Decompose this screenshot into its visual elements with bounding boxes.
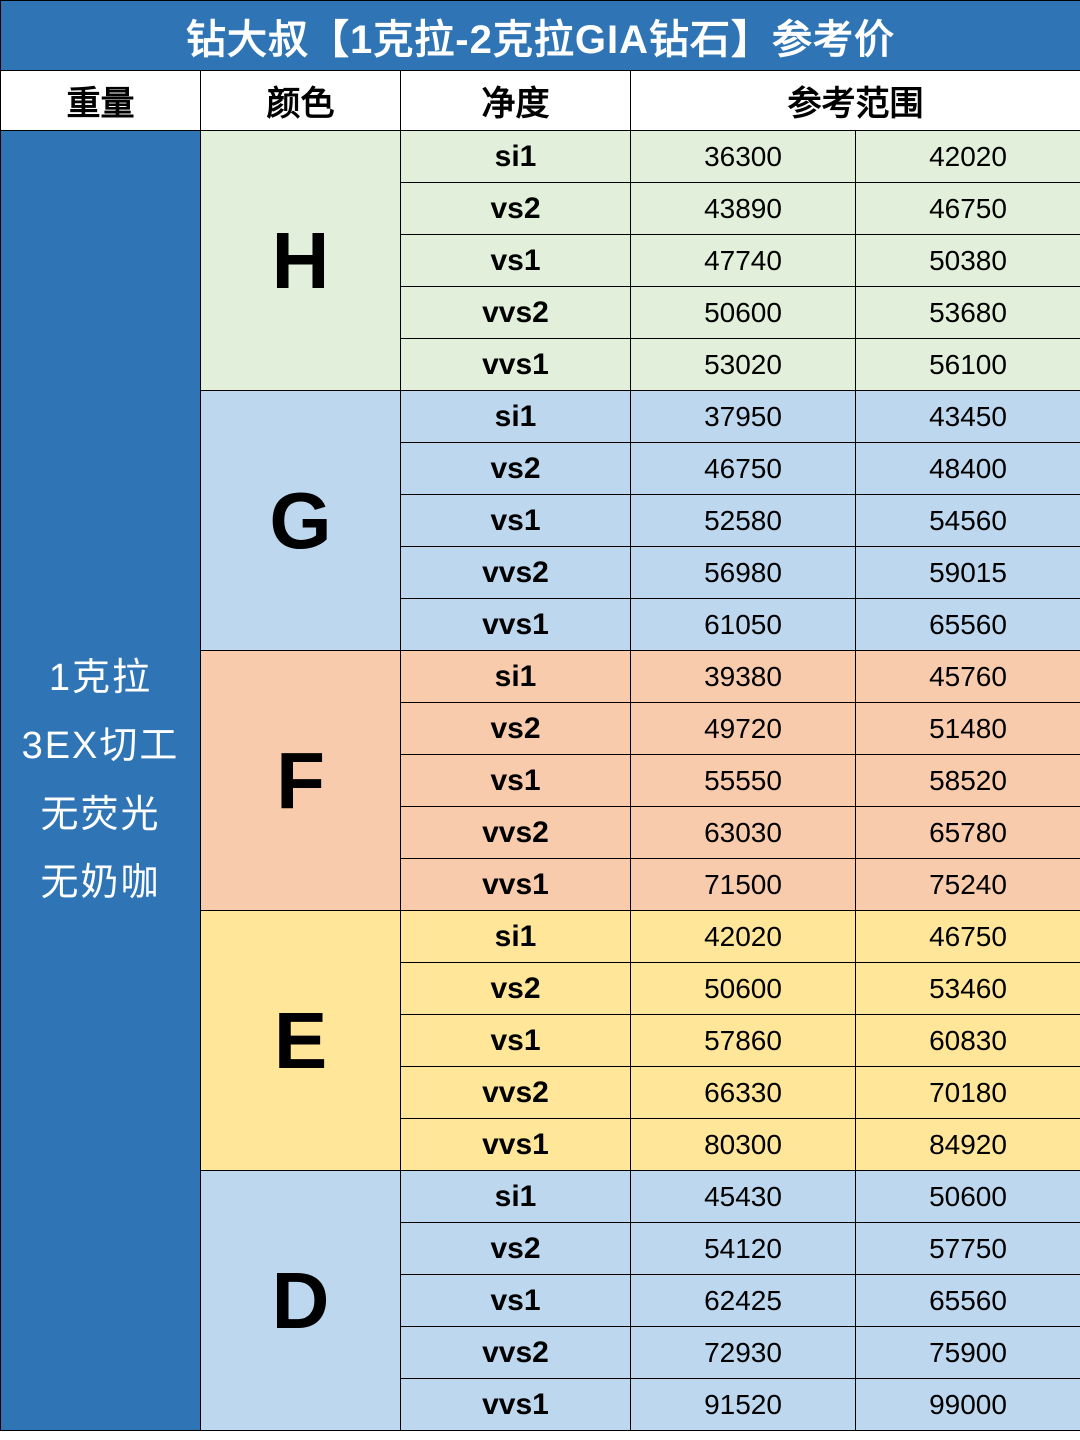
clarity-cell: si1 <box>401 911 631 963</box>
price-high: 70180 <box>856 1067 1080 1119</box>
clarity-cell: vs2 <box>401 963 631 1015</box>
clarity-cell: vs2 <box>401 183 631 235</box>
price-high: 53680 <box>856 287 1080 339</box>
price-high: 75240 <box>856 859 1080 911</box>
price-low: 53020 <box>631 339 856 391</box>
price-high: 43450 <box>856 391 1080 443</box>
price-high: 84920 <box>856 1119 1080 1171</box>
clarity-cell: vs1 <box>401 235 631 287</box>
clarity-cell: si1 <box>401 131 631 183</box>
price-high: 75900 <box>856 1327 1080 1379</box>
price-high: 99000 <box>856 1379 1080 1431</box>
clarity-cell: vvs1 <box>401 1119 631 1171</box>
price-low: 62425 <box>631 1275 856 1327</box>
price-high: 54560 <box>856 495 1080 547</box>
price-high: 42020 <box>856 131 1080 183</box>
price-low: 36300 <box>631 131 856 183</box>
price-high: 57750 <box>856 1223 1080 1275</box>
price-low: 56980 <box>631 547 856 599</box>
price-low: 39380 <box>631 651 856 703</box>
clarity-cell: vs1 <box>401 1275 631 1327</box>
price-low: 43890 <box>631 183 856 235</box>
price-low: 50600 <box>631 287 856 339</box>
clarity-cell: vvs2 <box>401 547 631 599</box>
price-high: 65780 <box>856 807 1080 859</box>
price-low: 91520 <box>631 1379 856 1431</box>
color-letter-F: F <box>201 651 401 911</box>
clarity-cell: vvs1 <box>401 599 631 651</box>
price-low: 45430 <box>631 1171 856 1223</box>
header-weight: 重量 <box>1 71 201 131</box>
price-low: 42020 <box>631 911 856 963</box>
price-low: 54120 <box>631 1223 856 1275</box>
clarity-cell: si1 <box>401 391 631 443</box>
clarity-cell: si1 <box>401 651 631 703</box>
price-low: 71500 <box>631 859 856 911</box>
clarity-cell: vvs2 <box>401 287 631 339</box>
price-high: 53460 <box>856 963 1080 1015</box>
clarity-cell: vvs2 <box>401 1067 631 1119</box>
price-low: 37950 <box>631 391 856 443</box>
clarity-cell: vvs1 <box>401 339 631 391</box>
clarity-cell: vs1 <box>401 755 631 807</box>
clarity-cell: vvs2 <box>401 807 631 859</box>
price-low: 80300 <box>631 1119 856 1171</box>
price-high: 60830 <box>856 1015 1080 1067</box>
price-high: 46750 <box>856 911 1080 963</box>
price-low: 46750 <box>631 443 856 495</box>
price-high: 65560 <box>856 599 1080 651</box>
price-low: 47740 <box>631 235 856 287</box>
clarity-cell: vvs1 <box>401 859 631 911</box>
clarity-cell: vs2 <box>401 1223 631 1275</box>
price-high: 65560 <box>856 1275 1080 1327</box>
price-table-wrap: 钻大叔【1克拉-2克拉GIA钻石】参考价重量颜色净度参考范围1克拉3EX切工无荧… <box>0 0 1080 1431</box>
price-low: 55550 <box>631 755 856 807</box>
price-low: 57860 <box>631 1015 856 1067</box>
clarity-cell: si1 <box>401 1171 631 1223</box>
clarity-cell: vs1 <box>401 1015 631 1067</box>
price-high: 50600 <box>856 1171 1080 1223</box>
header-range: 参考范围 <box>631 71 1080 131</box>
clarity-cell: vvs2 <box>401 1327 631 1379</box>
price-low: 63030 <box>631 807 856 859</box>
clarity-cell: vs2 <box>401 703 631 755</box>
price-high: 58520 <box>856 755 1080 807</box>
price-high: 48400 <box>856 443 1080 495</box>
weight-cell: 1克拉3EX切工无荧光无奶咖 <box>1 131 201 1431</box>
price-low: 72930 <box>631 1327 856 1379</box>
table-title: 钻大叔【1克拉-2克拉GIA钻石】参考价 <box>1 1 1080 71</box>
price-high: 51480 <box>856 703 1080 755</box>
clarity-cell: vs2 <box>401 443 631 495</box>
table-row: 1克拉3EX切工无荧光无奶咖Hsi13630042020 <box>1 131 1080 183</box>
price-low: 61050 <box>631 599 856 651</box>
price-low: 66330 <box>631 1067 856 1119</box>
price-high: 59015 <box>856 547 1080 599</box>
price-low: 49720 <box>631 703 856 755</box>
price-low: 52580 <box>631 495 856 547</box>
clarity-cell: vvs1 <box>401 1379 631 1431</box>
color-letter-H: H <box>201 131 401 391</box>
price-high: 46750 <box>856 183 1080 235</box>
price-high: 56100 <box>856 339 1080 391</box>
header-color: 颜色 <box>201 71 401 131</box>
color-letter-D: D <box>201 1171 401 1431</box>
header-clarity: 净度 <box>401 71 631 131</box>
price-high: 50380 <box>856 235 1080 287</box>
price-low: 50600 <box>631 963 856 1015</box>
price-high: 45760 <box>856 651 1080 703</box>
color-letter-G: G <box>201 391 401 651</box>
diamond-price-table: 钻大叔【1克拉-2克拉GIA钻石】参考价重量颜色净度参考范围1克拉3EX切工无荧… <box>0 0 1080 1431</box>
color-letter-E: E <box>201 911 401 1171</box>
clarity-cell: vs1 <box>401 495 631 547</box>
